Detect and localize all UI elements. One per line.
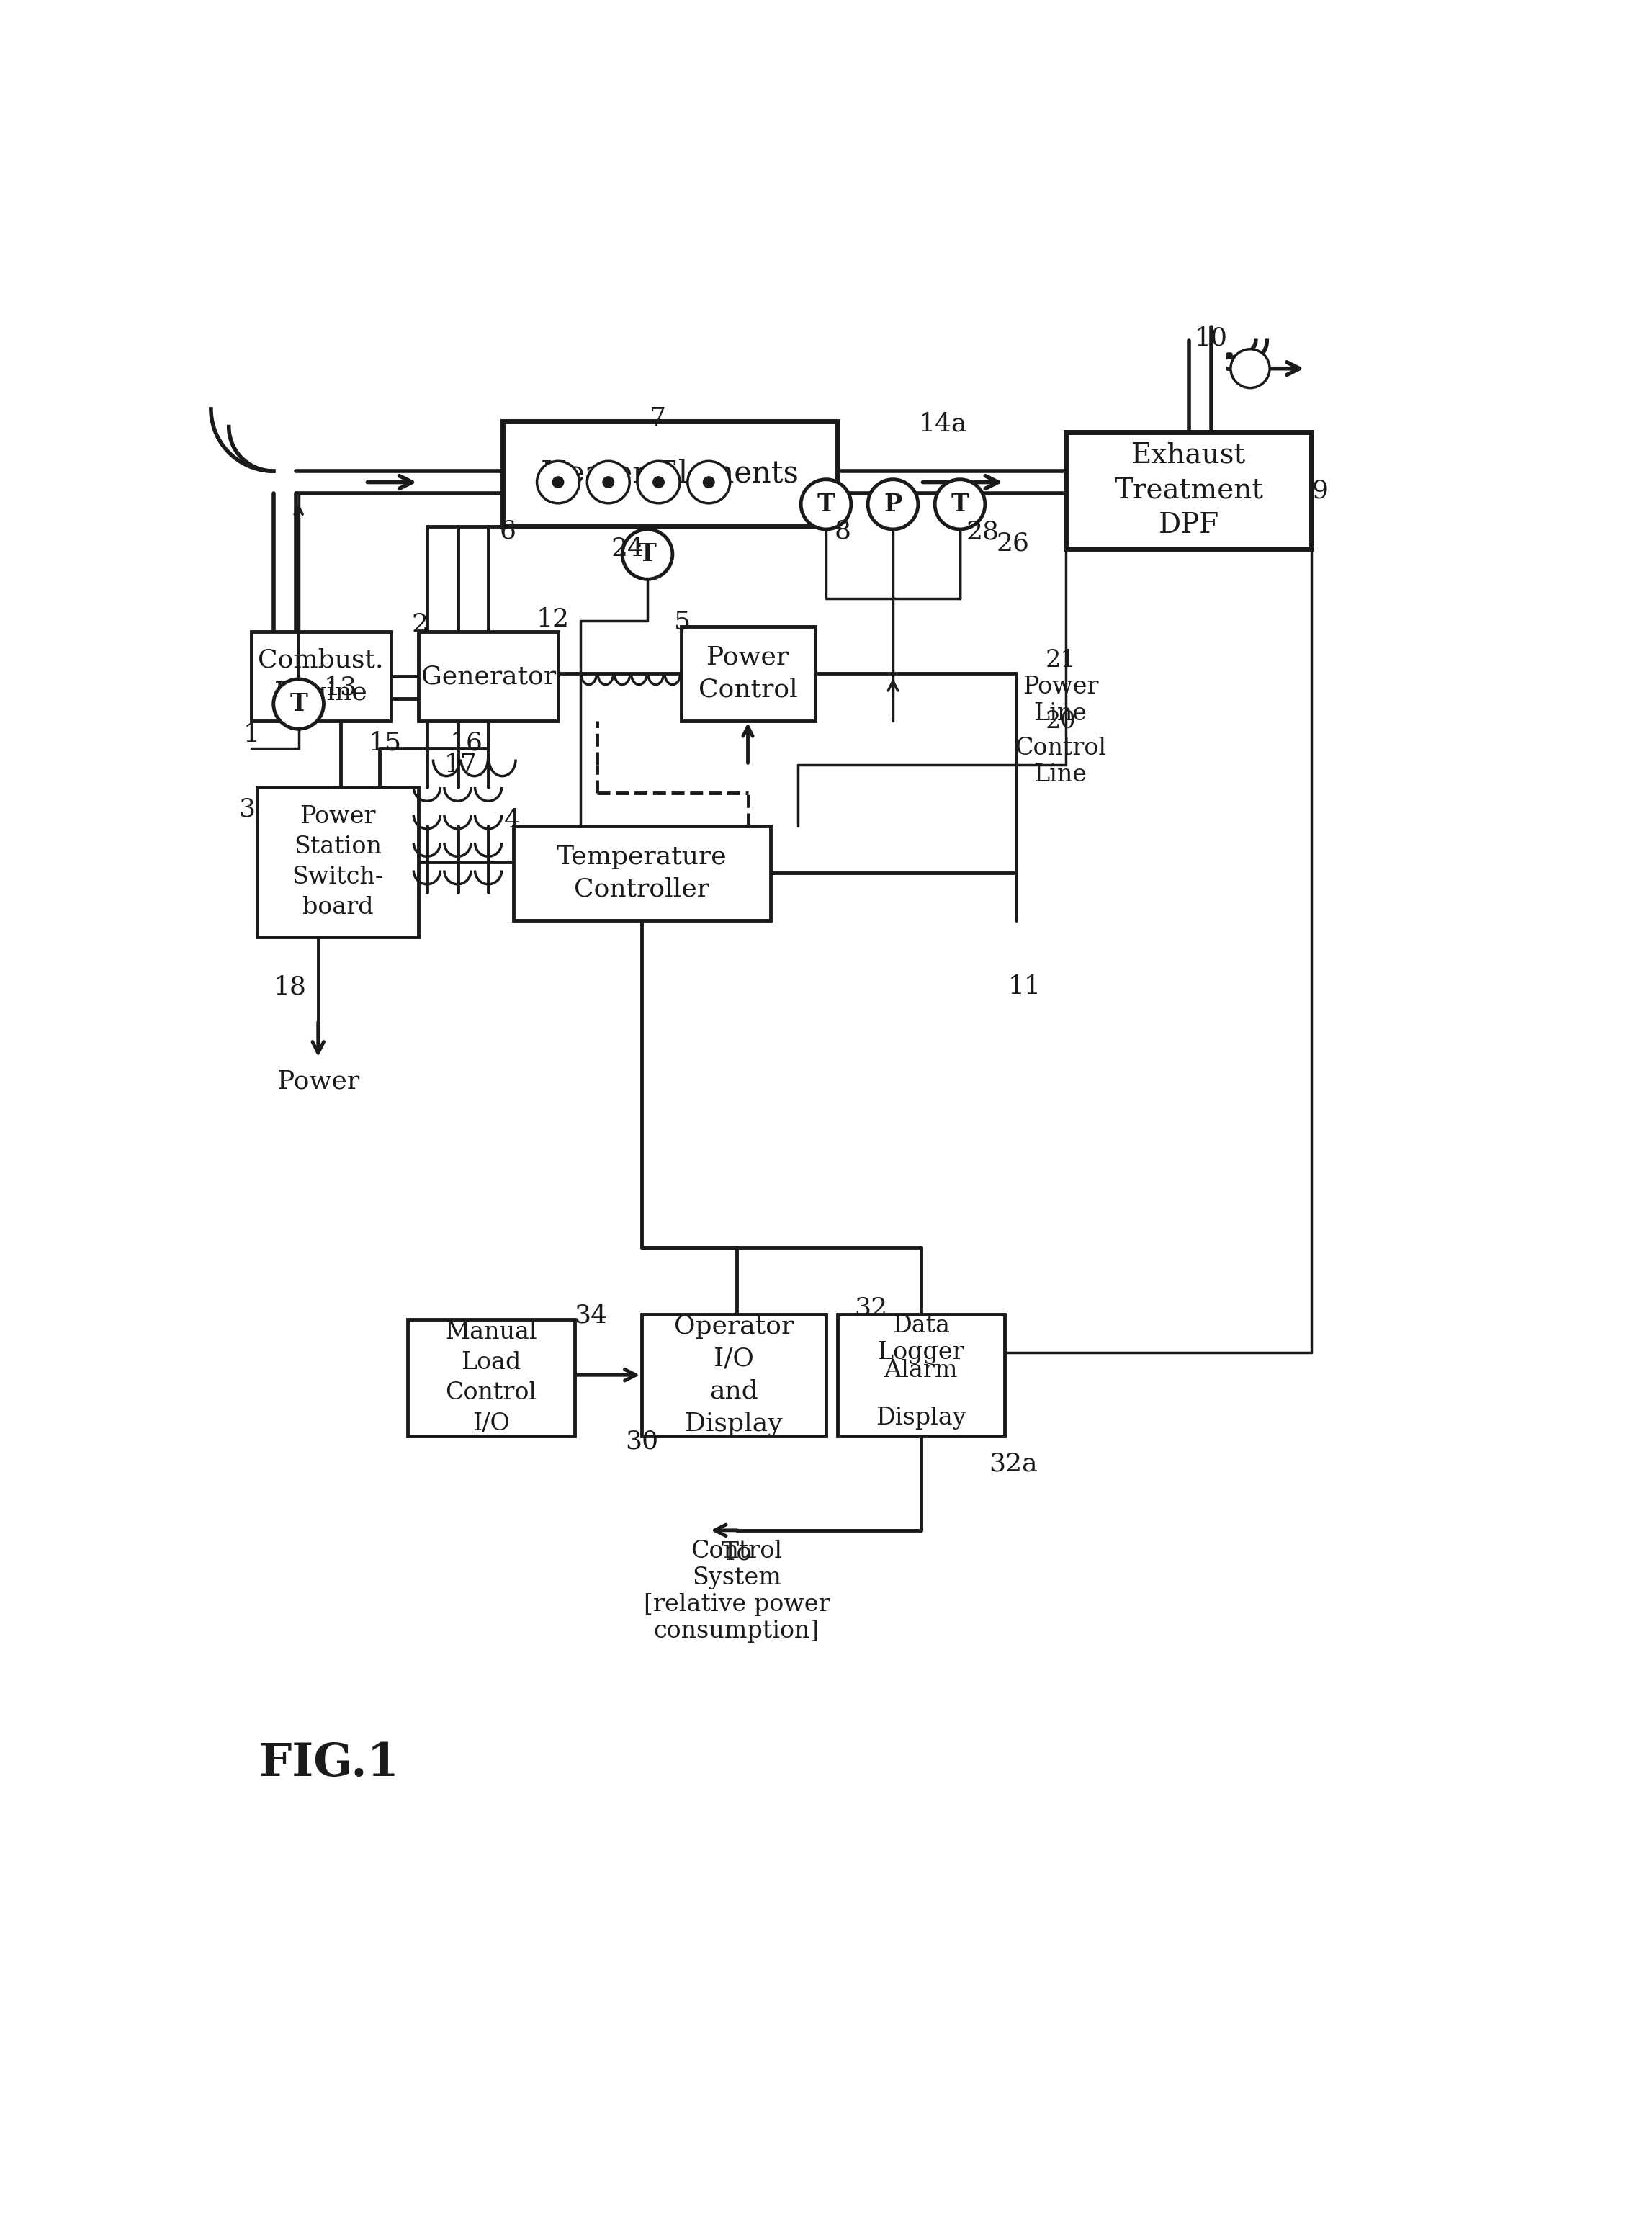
Text: 2: 2 <box>411 612 428 636</box>
Text: 12: 12 <box>535 607 568 632</box>
Bar <box>681 627 814 720</box>
Text: Display: Display <box>876 1407 966 1429</box>
Bar <box>514 827 770 920</box>
Bar <box>251 632 390 720</box>
Text: Combust.
Engine: Combust. Engine <box>258 647 383 705</box>
Circle shape <box>274 678 324 729</box>
Text: Heater Elements: Heater Elements <box>540 459 798 490</box>
Circle shape <box>687 461 730 503</box>
Text: T: T <box>818 492 834 516</box>
Text: 28: 28 <box>966 521 999 545</box>
Text: 34: 34 <box>573 1303 606 1327</box>
Text: 17: 17 <box>444 753 477 778</box>
Text: Power
Control: Power Control <box>699 645 798 702</box>
Text: 13: 13 <box>324 676 357 700</box>
Text: 32a: 32a <box>988 1451 1037 1476</box>
Text: 30: 30 <box>624 1429 659 1454</box>
Text: Generator: Generator <box>421 665 555 689</box>
Circle shape <box>653 476 664 488</box>
Text: T: T <box>289 691 307 716</box>
Bar <box>1066 432 1312 550</box>
Text: 10: 10 <box>1194 326 1227 350</box>
Bar <box>256 787 418 937</box>
Text: Control
System
[relative power
consumption]: Control System [relative power consumpti… <box>644 1540 829 1642</box>
Text: 6: 6 <box>499 519 515 543</box>
Text: 18: 18 <box>274 975 307 999</box>
Text: P: P <box>884 492 902 516</box>
Circle shape <box>537 461 580 503</box>
Bar <box>418 632 558 720</box>
Text: 15: 15 <box>368 731 401 756</box>
Text: 32: 32 <box>854 1296 887 1321</box>
Text: Exhaust
Treatment
DPF: Exhaust Treatment DPF <box>1113 443 1264 538</box>
Text: Operator
I/O
and
Display: Operator I/O and Display <box>674 1314 793 1436</box>
Bar <box>408 1319 575 1436</box>
Text: 24: 24 <box>611 536 644 561</box>
Text: Power
Station
Switch-
board: Power Station Switch- board <box>292 804 383 920</box>
Circle shape <box>586 461 629 503</box>
Text: 5: 5 <box>674 609 691 634</box>
Text: T: T <box>638 543 656 565</box>
Circle shape <box>704 476 714 488</box>
Circle shape <box>801 479 851 530</box>
Text: 8: 8 <box>834 519 851 543</box>
Text: 21
Power
Line: 21 Power Line <box>1023 649 1099 725</box>
Text: Power: Power <box>278 1068 358 1092</box>
Text: 7: 7 <box>649 406 666 430</box>
Text: Alarm: Alarm <box>884 1358 958 1383</box>
Text: Temperature
Controller: Temperature Controller <box>557 844 727 902</box>
Bar <box>838 1314 1004 1436</box>
Text: 16: 16 <box>449 731 482 756</box>
Circle shape <box>638 461 679 503</box>
Text: To: To <box>722 1540 752 1564</box>
Bar <box>502 421 838 527</box>
Circle shape <box>867 479 919 530</box>
Circle shape <box>603 476 615 488</box>
Text: 26: 26 <box>996 532 1029 556</box>
Text: FIG.1: FIG.1 <box>259 1742 400 1786</box>
Text: 1: 1 <box>243 722 259 747</box>
Text: 4: 4 <box>504 809 520 833</box>
Text: 9: 9 <box>1312 479 1328 503</box>
Text: 14a: 14a <box>919 412 968 437</box>
Circle shape <box>935 479 985 530</box>
Text: Manual
Load
Control
I/O: Manual Load Control I/O <box>444 1321 537 1434</box>
Circle shape <box>623 530 672 578</box>
Text: 11: 11 <box>1008 975 1041 999</box>
Circle shape <box>1231 350 1270 388</box>
Circle shape <box>552 476 563 488</box>
Text: 3: 3 <box>238 798 254 822</box>
Text: 20
Control
Line: 20 Control Line <box>1014 709 1107 787</box>
Bar <box>643 1314 826 1436</box>
Text: Data
Logger: Data Logger <box>877 1314 965 1363</box>
Text: T: T <box>952 492 970 516</box>
